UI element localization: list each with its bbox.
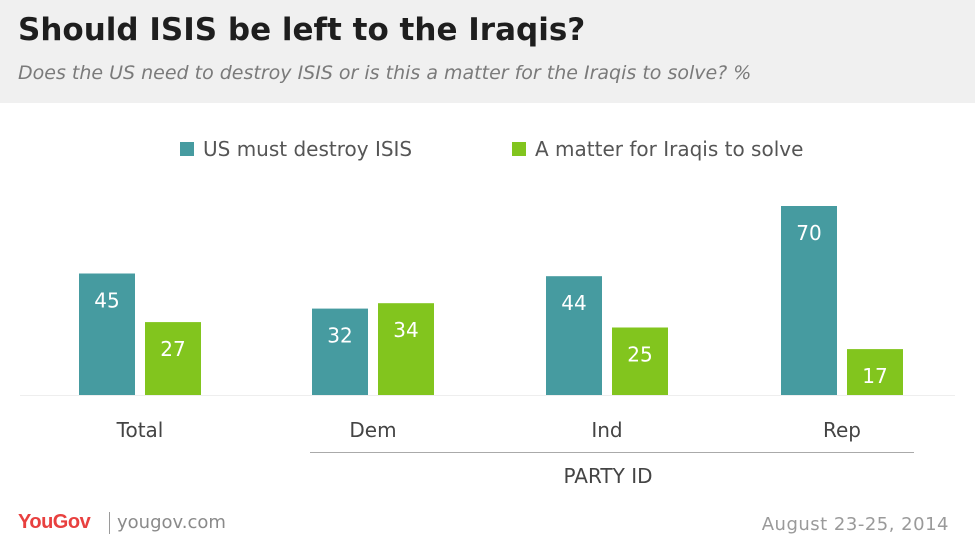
legend-label: US must destroy ISIS bbox=[203, 137, 413, 161]
data-label: 25 bbox=[627, 343, 652, 367]
bar-dem-series-0 bbox=[312, 308, 368, 395]
data-label: 17 bbox=[862, 364, 887, 388]
data-label: 70 bbox=[796, 221, 821, 245]
legend-item-us-must-destroy: US must destroy ISIS bbox=[180, 137, 412, 161]
bar-total-series-0 bbox=[79, 273, 135, 395]
bar-ind-series-1 bbox=[612, 327, 668, 395]
data-label: 45 bbox=[94, 289, 119, 313]
bar-ind-series-0 bbox=[546, 276, 602, 395]
group-label: PARTY ID bbox=[564, 464, 653, 488]
legend-label: A matter for Iraqis to solve bbox=[535, 137, 804, 161]
bar-rep-series-0 bbox=[781, 206, 837, 395]
data-label: 44 bbox=[561, 291, 586, 315]
data-label: 32 bbox=[327, 324, 352, 348]
category-label: Total bbox=[116, 418, 164, 442]
category-label: Ind bbox=[591, 418, 622, 442]
bar-rep-series-1 bbox=[847, 349, 903, 395]
chart-header: Should ISIS be left to the Iraqis? Does … bbox=[0, 0, 975, 103]
legend-swatch-green bbox=[512, 142, 526, 156]
data-label: 34 bbox=[393, 318, 418, 342]
category-label: Dem bbox=[349, 418, 396, 442]
survey-date: August 23-25, 2014 bbox=[761, 514, 949, 535]
legend-swatch-teal bbox=[180, 142, 194, 156]
category-label: Rep bbox=[823, 418, 861, 442]
bar-total-series-1 bbox=[145, 322, 201, 395]
legend-item-matter-for-iraqis: A matter for Iraqis to solve bbox=[512, 137, 803, 161]
data-label: 27 bbox=[160, 337, 185, 361]
footer-url: yougov.com bbox=[117, 512, 226, 533]
chart-title: Should ISIS be left to the Iraqis? bbox=[18, 12, 586, 48]
yougov-logo: YouGov bbox=[18, 511, 91, 533]
bar-dem-series-1 bbox=[378, 303, 434, 395]
chart-subtitle: Does the US need to destroy ISIS or is t… bbox=[18, 62, 752, 84]
footer-divider bbox=[109, 512, 110, 534]
